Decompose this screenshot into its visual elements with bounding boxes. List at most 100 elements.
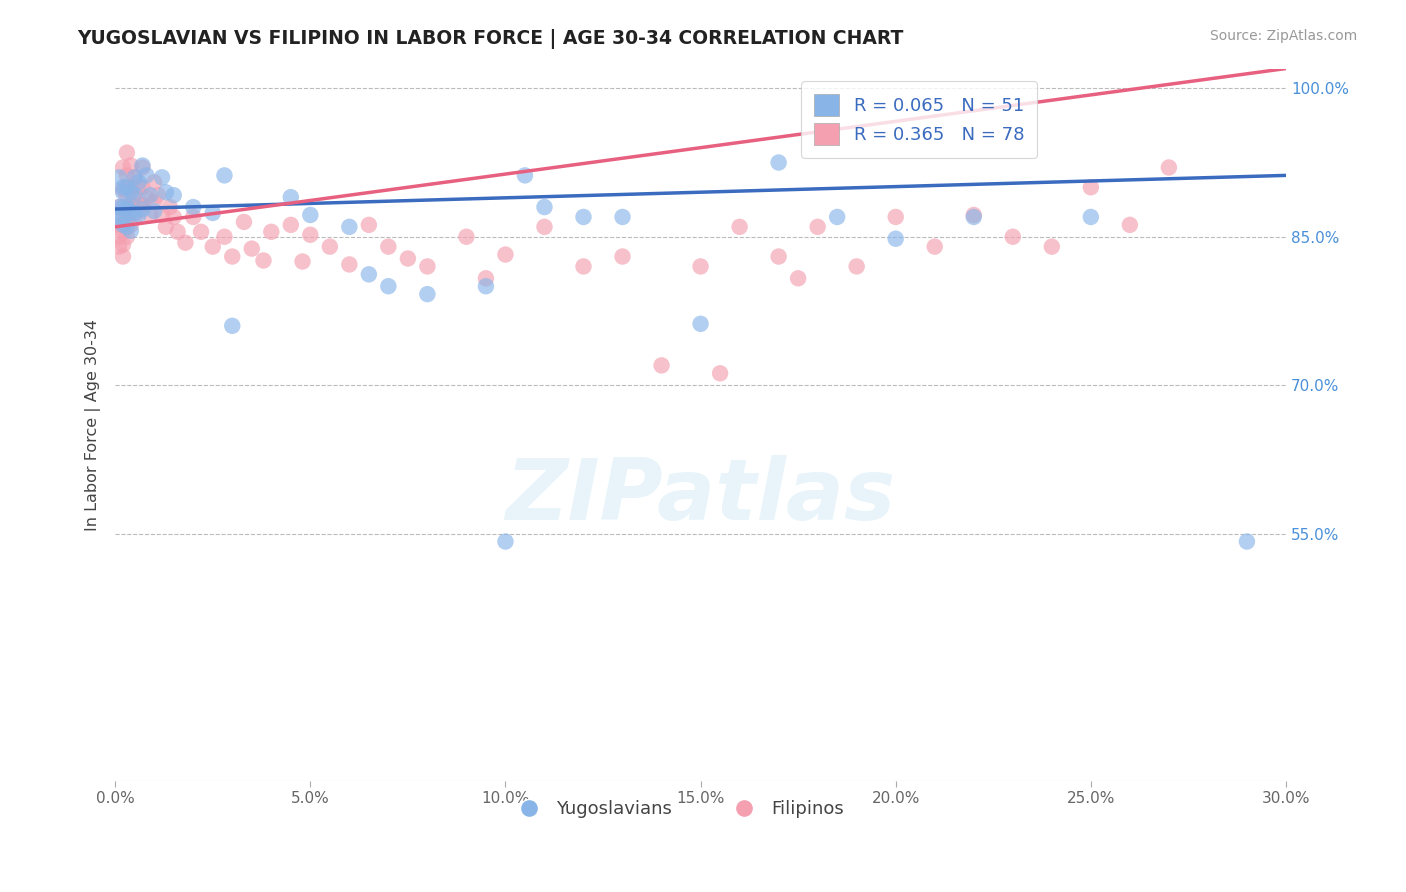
Point xyxy=(111,180,134,194)
Point xyxy=(377,279,399,293)
Point xyxy=(108,170,131,185)
Point xyxy=(181,200,204,214)
Point xyxy=(513,169,536,183)
Point xyxy=(120,159,142,173)
Point xyxy=(612,210,634,224)
Point xyxy=(143,204,166,219)
Point xyxy=(174,235,197,250)
Point xyxy=(494,247,516,261)
Point xyxy=(337,219,360,234)
Point xyxy=(807,219,830,234)
Point xyxy=(299,208,322,222)
Point xyxy=(825,210,848,224)
Point xyxy=(159,200,181,214)
Point xyxy=(689,260,711,274)
Point xyxy=(845,260,868,274)
Point xyxy=(299,227,322,242)
Point xyxy=(572,260,595,274)
Point xyxy=(533,200,555,214)
Point xyxy=(108,218,131,232)
Point xyxy=(131,161,153,175)
Point xyxy=(108,210,131,224)
Point xyxy=(291,254,314,268)
Point xyxy=(135,169,157,183)
Point xyxy=(963,210,986,224)
Point xyxy=(108,200,131,214)
Point xyxy=(319,240,342,254)
Point xyxy=(111,204,134,219)
Legend: Yugoslavians, Filipinos: Yugoslavians, Filipinos xyxy=(503,793,851,825)
Point xyxy=(233,215,256,229)
Point xyxy=(533,219,555,234)
Point xyxy=(416,260,439,274)
Point xyxy=(111,237,134,252)
Point xyxy=(163,210,186,224)
Point xyxy=(150,208,173,222)
Point xyxy=(190,225,212,239)
Point xyxy=(924,240,946,254)
Point xyxy=(280,218,302,232)
Point xyxy=(115,188,138,202)
Point xyxy=(1080,180,1102,194)
Point xyxy=(155,219,177,234)
Point xyxy=(120,180,142,194)
Point xyxy=(357,268,380,282)
Point xyxy=(475,271,498,285)
Point xyxy=(120,218,142,232)
Point xyxy=(163,188,186,202)
Point xyxy=(689,317,711,331)
Point xyxy=(475,279,498,293)
Point xyxy=(124,210,146,224)
Point xyxy=(135,190,157,204)
Point xyxy=(280,190,302,204)
Point xyxy=(456,229,478,244)
Point xyxy=(201,240,224,254)
Point xyxy=(131,180,153,194)
Point xyxy=(128,208,150,222)
Point xyxy=(963,208,986,222)
Point xyxy=(111,185,134,199)
Point xyxy=(124,170,146,185)
Point xyxy=(884,210,907,224)
Point xyxy=(115,200,138,214)
Point xyxy=(131,198,153,212)
Point xyxy=(494,534,516,549)
Point xyxy=(143,195,166,210)
Point xyxy=(1040,240,1063,254)
Point xyxy=(1236,534,1258,549)
Point xyxy=(221,250,243,264)
Point xyxy=(108,229,131,244)
Point xyxy=(115,210,138,224)
Point xyxy=(111,182,134,196)
Point xyxy=(111,225,134,239)
Point xyxy=(115,145,138,160)
Point xyxy=(155,185,177,199)
Point xyxy=(115,180,138,194)
Point xyxy=(651,359,673,373)
Point xyxy=(124,206,146,220)
Point xyxy=(240,242,263,256)
Point xyxy=(150,170,173,185)
Point xyxy=(214,229,236,244)
Point xyxy=(337,257,360,271)
Point xyxy=(124,188,146,202)
Point xyxy=(115,169,138,183)
Point xyxy=(111,161,134,175)
Point xyxy=(768,155,790,169)
Point xyxy=(252,253,274,268)
Point xyxy=(260,225,283,239)
Point xyxy=(166,225,188,239)
Point xyxy=(115,229,138,244)
Point xyxy=(128,180,150,194)
Point xyxy=(128,175,150,189)
Point xyxy=(115,202,138,216)
Point xyxy=(111,218,134,232)
Point xyxy=(139,208,162,222)
Point xyxy=(787,271,810,285)
Point xyxy=(120,185,142,199)
Point xyxy=(111,200,134,214)
Point xyxy=(108,200,131,214)
Point xyxy=(612,250,634,264)
Point xyxy=(115,219,138,234)
Point xyxy=(1157,161,1180,175)
